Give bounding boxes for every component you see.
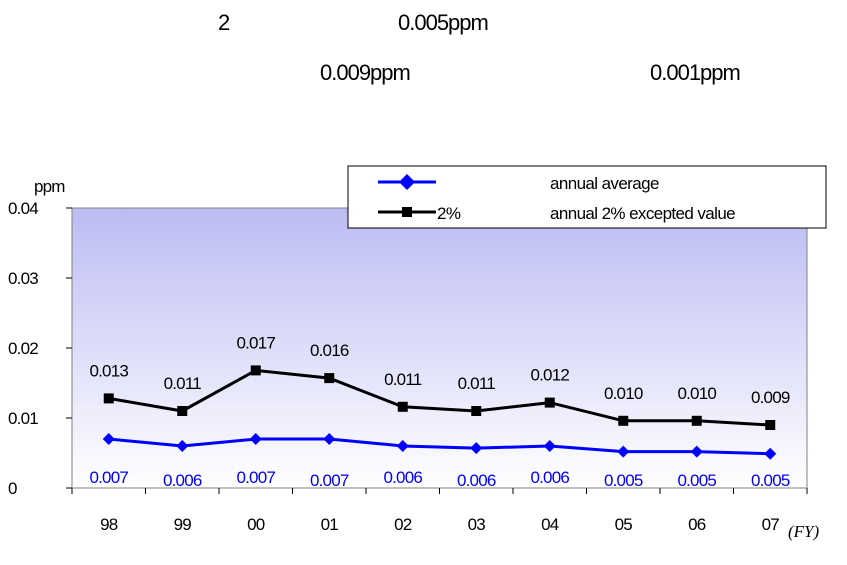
- series-0-data-label-3: 0.007: [310, 471, 349, 490]
- legend: annual average 2% annual 2% excepted val…: [347, 165, 827, 229]
- series-1-data-label-3: 0.016: [310, 341, 349, 360]
- series-1-point-8: [691, 415, 702, 426]
- series-1-data-label-9: 0.009: [751, 388, 790, 407]
- series-0-data-label-5: 0.006: [457, 471, 496, 490]
- y-tick-label-1: 0.01: [8, 409, 38, 428]
- y-tick-label-0: 0: [8, 479, 17, 498]
- series-1-data-label-5: 0.011: [458, 374, 496, 393]
- header-text-1b: 0.005ppm: [398, 10, 489, 35]
- legend-symbol-2pct: 2%: [437, 204, 461, 223]
- series-0-data-label-4: 0.006: [383, 468, 422, 487]
- series-0-data-label-7: 0.005: [604, 471, 643, 490]
- series-0-point-1: [176, 440, 189, 452]
- series-1-point-6: [544, 397, 555, 408]
- series-1-point-0: [103, 393, 114, 404]
- x-axis-unit: (FY): [788, 522, 820, 541]
- series-0-data-label-6: 0.006: [530, 468, 569, 487]
- header-text-2a: 0.009ppm: [320, 60, 411, 85]
- series-1-data-label-7: 0.010: [604, 384, 643, 403]
- series-1-data-label-0: 0.013: [89, 361, 128, 380]
- series-0-point-8: [690, 445, 703, 458]
- legend-label-average: annual average: [550, 174, 659, 193]
- series-0-point-0: [102, 433, 115, 445]
- series-1-point-5: [471, 406, 482, 416]
- series-0-point-3: [323, 433, 336, 445]
- series-line-0: [108, 437, 771, 456]
- series-0-data-label-2: 0.007: [236, 468, 275, 487]
- series-1-data-label-1: 0.011: [164, 374, 202, 393]
- header-text-2b: 0.001ppm: [650, 60, 741, 85]
- x-tick-label-99: 99: [174, 515, 192, 534]
- y-tick-label-4: 0.04: [8, 199, 38, 218]
- x-tick-label-03: 03: [468, 515, 486, 534]
- series-1-point-9: [765, 420, 776, 430]
- series-1-point-2: [250, 365, 261, 376]
- x-tick-label-04: 04: [541, 515, 559, 534]
- header-text-1a: 2: [218, 10, 230, 35]
- series-0-data-label-9: 0.005: [751, 471, 790, 490]
- series-1-data-label-2: 0.017: [236, 333, 275, 352]
- series-0-data-label-8: 0.005: [677, 471, 716, 490]
- series-1-point-7: [618, 415, 629, 426]
- series-line-1: [108, 368, 771, 427]
- legend-marker-diamond: [399, 174, 415, 190]
- series-0-data-label-1: 0.006: [163, 471, 202, 490]
- series-0-point-5: [470, 442, 483, 455]
- series-1-point-4: [397, 401, 408, 412]
- x-tick-label-02: 02: [394, 515, 412, 534]
- series-0-point-6: [543, 440, 556, 452]
- series-1-data-label-4: 0.011: [384, 370, 422, 389]
- y-tick-label-3: 0.03: [8, 269, 38, 288]
- series-1-data-label-6: 0.012: [530, 366, 569, 385]
- x-tick-label-05: 05: [615, 515, 633, 534]
- y-tick-label-2: 0.02: [8, 339, 38, 358]
- series-0-point-9: [764, 447, 777, 460]
- y-axis-label: ppm: [34, 177, 65, 196]
- plot-area: [71, 207, 808, 489]
- x-tick-label-06: 06: [688, 515, 706, 534]
- series-1-data-label-8: 0.010: [677, 384, 716, 403]
- series-0-point-2: [249, 433, 262, 445]
- series-1-point-1: [177, 406, 188, 416]
- series-0-point-7: [617, 445, 630, 458]
- series-0-data-label-0: 0.007: [89, 468, 128, 487]
- legend-marker-square: [402, 207, 412, 217]
- x-tick-label-07: 07: [762, 515, 780, 534]
- legend-label-2pct: annual 2% excepted value: [550, 204, 735, 223]
- series-1-point-3: [324, 373, 335, 384]
- x-tick-label-00: 00: [247, 515, 265, 534]
- x-tick-label-98: 98: [100, 515, 118, 534]
- series-0-point-4: [396, 440, 409, 452]
- x-tick-label-01: 01: [321, 515, 339, 534]
